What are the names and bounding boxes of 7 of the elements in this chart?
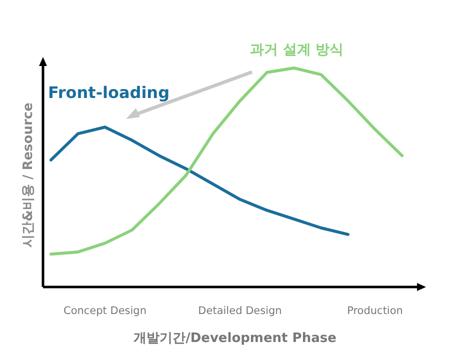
series-label: 과거 설계 방식: [250, 42, 344, 58]
x-tick-label: Detailed Design: [198, 305, 282, 317]
x-tick-label: Concept Design: [63, 305, 147, 317]
x-tick-label: Production: [347, 305, 403, 317]
text: Front-loading: [48, 83, 170, 102]
y-axis-title: 시간&비용 / Resource: [21, 102, 36, 248]
x-axis-title: 개발기간/Development Phase: [134, 331, 337, 346]
